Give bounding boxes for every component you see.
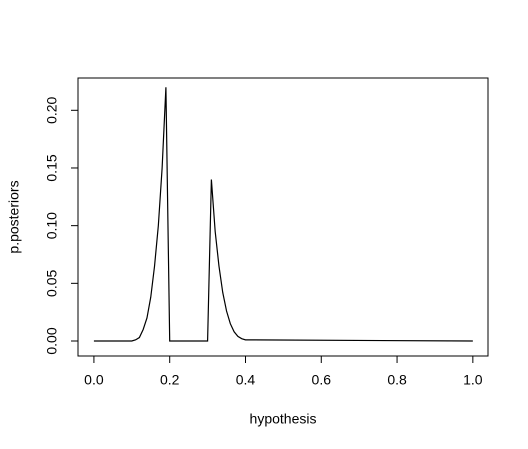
y-tick-label: 0.10 <box>44 212 60 239</box>
x-tick-label: 0.8 <box>387 372 407 388</box>
plot-box <box>77 77 489 357</box>
x-tick-label: 1.0 <box>463 372 483 388</box>
y-tick-label: 0.00 <box>44 327 60 354</box>
x-tick-label: 0.6 <box>312 372 332 388</box>
y-tick-label: 0.15 <box>44 154 60 181</box>
x-tick-label: 0.2 <box>160 372 180 388</box>
data-line <box>93 87 473 342</box>
x-axis-label: hypothesis <box>250 411 317 427</box>
x-tick-label: 0.4 <box>236 372 256 388</box>
x-tick-label: 0.0 <box>84 372 104 388</box>
y-axis-label: p.posteriors <box>6 180 22 253</box>
y-tick-label: 0.20 <box>44 96 60 123</box>
y-tick-label: 0.05 <box>44 269 60 296</box>
